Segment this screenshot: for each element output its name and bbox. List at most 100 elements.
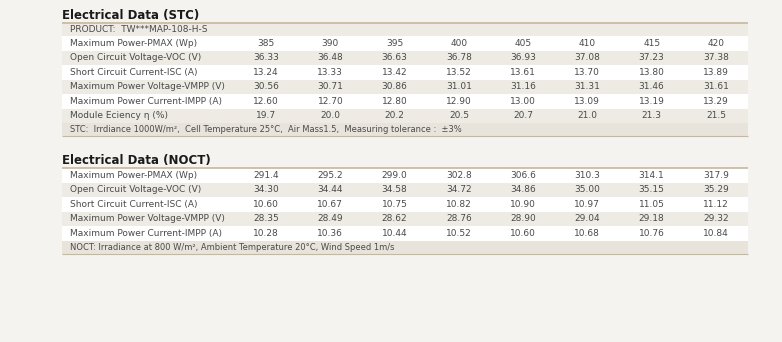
Text: 405: 405: [515, 39, 532, 48]
Text: 10.36: 10.36: [317, 229, 343, 238]
Text: Electrical Data (STC): Electrical Data (STC): [62, 9, 199, 22]
Text: 31.31: 31.31: [575, 82, 601, 91]
Text: Open Circuit Voltage-VOC (V): Open Circuit Voltage-VOC (V): [70, 53, 201, 62]
Text: 13.61: 13.61: [510, 68, 536, 77]
Text: 35.00: 35.00: [575, 185, 601, 194]
Text: 28.90: 28.90: [510, 214, 536, 223]
Text: 13.29: 13.29: [703, 97, 729, 106]
Text: 12.70: 12.70: [317, 97, 343, 106]
Text: 10.67: 10.67: [317, 200, 343, 209]
Text: 28.62: 28.62: [382, 214, 407, 223]
Text: 13.33: 13.33: [317, 68, 343, 77]
Text: 28.76: 28.76: [446, 214, 472, 223]
Text: 30.56: 30.56: [253, 82, 279, 91]
Text: 390: 390: [321, 39, 339, 48]
Bar: [62, 183, 748, 197]
Text: 395: 395: [386, 39, 404, 48]
Text: 19.7: 19.7: [256, 111, 276, 120]
Text: 29.04: 29.04: [575, 214, 601, 223]
Text: 310.3: 310.3: [575, 171, 601, 180]
Text: 21.3: 21.3: [641, 111, 662, 120]
Text: 410: 410: [579, 39, 596, 48]
Text: 299.0: 299.0: [382, 171, 407, 180]
Text: 11.05: 11.05: [639, 200, 665, 209]
Text: 10.97: 10.97: [575, 200, 601, 209]
Text: 10.75: 10.75: [382, 200, 407, 209]
Text: 20.0: 20.0: [321, 111, 340, 120]
Text: 291.4: 291.4: [253, 171, 279, 180]
Text: 34.86: 34.86: [510, 185, 536, 194]
Text: 36.63: 36.63: [382, 53, 407, 62]
Text: Maximum Power-PMAX (Wp): Maximum Power-PMAX (Wp): [70, 39, 197, 48]
Text: 34.58: 34.58: [382, 185, 407, 194]
Text: 30.86: 30.86: [382, 82, 407, 91]
Text: 31.16: 31.16: [510, 82, 536, 91]
Text: 12.90: 12.90: [446, 97, 472, 106]
Text: 13.80: 13.80: [639, 68, 665, 77]
Text: 10.84: 10.84: [703, 229, 729, 238]
Text: 10.90: 10.90: [510, 200, 536, 209]
Bar: [62, 123, 748, 136]
Text: 31.01: 31.01: [446, 82, 472, 91]
Bar: [62, 36, 748, 51]
Text: 37.08: 37.08: [575, 53, 601, 62]
Bar: [62, 240, 748, 253]
Bar: [62, 197, 748, 211]
Text: 10.28: 10.28: [253, 229, 279, 238]
Text: 12.80: 12.80: [382, 97, 407, 106]
Text: 35.29: 35.29: [703, 185, 729, 194]
Bar: [62, 226, 748, 240]
Bar: [62, 211, 748, 226]
Text: 10.82: 10.82: [446, 200, 472, 209]
Text: 10.60: 10.60: [253, 200, 279, 209]
Text: 12.60: 12.60: [253, 97, 279, 106]
Text: 13.52: 13.52: [446, 68, 472, 77]
Text: 35.15: 35.15: [639, 185, 665, 194]
Text: Maximum Power Current-IMPP (A): Maximum Power Current-IMPP (A): [70, 229, 222, 238]
Bar: [62, 94, 748, 108]
Text: 10.68: 10.68: [575, 229, 601, 238]
Bar: [62, 51, 748, 65]
Text: 13.89: 13.89: [703, 68, 729, 77]
Text: Maximum Power-PMAX (Wp): Maximum Power-PMAX (Wp): [70, 171, 197, 180]
Bar: [62, 108, 748, 123]
Text: 13.09: 13.09: [575, 97, 601, 106]
Text: 36.33: 36.33: [253, 53, 279, 62]
Text: 20.7: 20.7: [513, 111, 533, 120]
Text: 13.19: 13.19: [639, 97, 665, 106]
Text: 31.46: 31.46: [639, 82, 665, 91]
Text: STC:  Irrdiance 1000W/m²,  Cell Temperature 25°C,  Air Mass1.5,  Measuring toler: STC: Irrdiance 1000W/m², Cell Temperatur…: [70, 125, 461, 134]
Text: 10.76: 10.76: [639, 229, 665, 238]
Text: 29.18: 29.18: [639, 214, 665, 223]
Text: 302.8: 302.8: [446, 171, 472, 180]
Text: 21.0: 21.0: [577, 111, 597, 120]
Text: 10.52: 10.52: [446, 229, 472, 238]
Text: 13.70: 13.70: [575, 68, 601, 77]
Text: 11.12: 11.12: [703, 200, 729, 209]
Text: 21.5: 21.5: [706, 111, 726, 120]
Text: 306.6: 306.6: [510, 171, 536, 180]
Bar: [62, 168, 748, 183]
Text: 13.24: 13.24: [253, 68, 279, 77]
Text: 29.32: 29.32: [703, 214, 729, 223]
Text: 10.60: 10.60: [510, 229, 536, 238]
Text: 34.30: 34.30: [253, 185, 279, 194]
Text: 30.71: 30.71: [317, 82, 343, 91]
Text: 37.38: 37.38: [703, 53, 729, 62]
Text: Short Circuit Current-ISC (A): Short Circuit Current-ISC (A): [70, 200, 198, 209]
Bar: [62, 79, 748, 94]
Text: 36.48: 36.48: [317, 53, 343, 62]
Text: 10.44: 10.44: [382, 229, 407, 238]
Text: 13.00: 13.00: [510, 97, 536, 106]
Text: 385: 385: [257, 39, 274, 48]
Text: 20.5: 20.5: [449, 111, 469, 120]
Text: PRODUCT:  TW***MAP-108-H-S: PRODUCT: TW***MAP-108-H-S: [70, 25, 207, 34]
Text: 415: 415: [643, 39, 660, 48]
Text: 28.35: 28.35: [253, 214, 279, 223]
Text: Electrical Data (NOCT): Electrical Data (NOCT): [62, 154, 211, 167]
Text: 34.72: 34.72: [446, 185, 472, 194]
Text: Maximum Power Current-IMPP (A): Maximum Power Current-IMPP (A): [70, 97, 222, 106]
Text: Maximum Power Voltage-VMPP (V): Maximum Power Voltage-VMPP (V): [70, 214, 225, 223]
Text: 37.23: 37.23: [639, 53, 665, 62]
Text: Module Eciency η (%): Module Eciency η (%): [70, 111, 168, 120]
